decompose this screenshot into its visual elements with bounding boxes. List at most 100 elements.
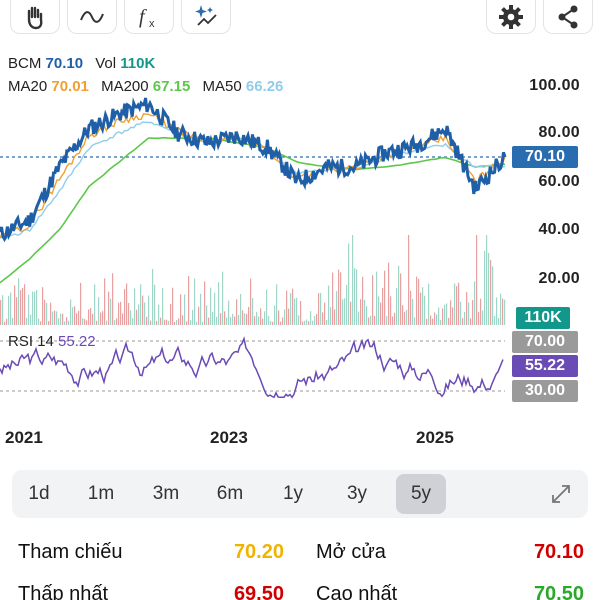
volume-bar [330,307,332,325]
volume-bar [194,278,196,325]
rsi-chart[interactable] [0,328,600,423]
vol-label: Vol [95,55,117,72]
function-icon: f x [139,6,155,30]
volume-bar [314,315,316,325]
range-5y[interactable]: 5y [396,474,446,514]
volume-bar [254,316,256,325]
indicator-button[interactable]: f x [124,0,174,34]
volume-bar [306,319,308,325]
volume-bar [76,313,78,325]
volume-bar [336,291,338,325]
volume-bar [10,292,12,325]
volume-bar [342,299,344,325]
volume-bar [348,243,350,325]
draw-line-button[interactable] [67,0,117,34]
range-3y[interactable]: 3y [346,483,368,504]
volume-bar [228,300,230,325]
year-label-2025: 2025 [416,428,454,447]
volume-bar [138,304,140,325]
volume-bar [106,320,108,325]
volume-bar [226,317,228,325]
volume-bar [142,295,144,325]
volume-bar [186,321,188,325]
volume-bar [334,309,336,325]
range-1y[interactable]: 1y [282,483,304,504]
volume-bar [374,315,376,325]
volume-bar [146,316,148,325]
volume-bar [42,287,44,325]
expand-button[interactable] [536,474,586,514]
volume-bar [12,317,14,325]
volume-bar [210,287,212,325]
volume-bar [224,311,226,325]
axis-label-40: 40.00 [538,221,580,238]
volume-bar [446,303,448,325]
ma20-label: MA20 [8,78,48,95]
volume-bar [286,290,288,325]
volume-bar [0,300,2,325]
volume-bar [402,305,404,325]
symbol-label: BCM [8,55,42,72]
settings-button[interactable] [486,0,536,34]
volume-bar [412,298,414,325]
axis-label-20: 20.00 [538,270,580,287]
volume-bar [16,297,18,325]
ma200-line [0,136,506,284]
volume-bar [264,311,266,325]
current-price-tag: 70.10 [512,146,578,168]
volume-bar [266,289,268,325]
volume-bar [96,320,98,325]
volume-bar [352,235,354,325]
volume-bar [208,317,210,325]
volume-bar [494,316,496,325]
volume-bar [440,319,442,325]
volume-bar [202,321,204,325]
volume-bar [490,260,492,325]
volume-bar [234,316,236,325]
rsi-lower-tag: 30.00 [512,380,578,402]
volume-bar [388,262,390,325]
ai-button[interactable] [181,0,231,34]
volume-bar [130,310,132,325]
range-6m[interactable]: 6m [216,483,244,504]
volume-bar [184,294,186,325]
volume-bar [380,302,382,325]
volume-bar [162,287,164,325]
volume-bar [430,315,432,325]
volume-bar [424,295,426,325]
volume-bar [448,317,450,325]
volume-bar [444,304,446,325]
volume-bar [364,299,366,325]
volume-bar [472,299,474,325]
share-button[interactable] [543,0,593,34]
hand-button[interactable] [10,0,60,34]
volume-bar [504,299,506,325]
volume-bar [212,312,214,325]
volume-bar [192,309,194,325]
volume-bar [40,321,42,325]
volume-bar [478,312,480,325]
svg-text:x: x [149,18,155,30]
volume-bar [502,298,504,325]
range-1m[interactable]: 1m [87,483,115,504]
volume-bar [310,311,312,325]
volume-bar [190,320,192,325]
volume-bar [84,318,86,325]
volume-bar [214,292,216,325]
volume-bar [82,318,84,325]
volume-bar [48,321,50,325]
range-3m[interactable]: 3m [152,483,180,504]
volume-bar [442,308,444,325]
volume-bar [366,306,368,325]
range-1d[interactable]: 1d [28,483,50,504]
volume-bar [72,307,74,325]
volume-bar [318,293,320,325]
volume-bar [70,299,72,325]
price-chart[interactable] [0,70,600,325]
volume-bar [372,275,374,325]
volume-bar [438,307,440,325]
volume-bar [258,316,260,325]
volume-bar [462,318,464,325]
volume-bar [160,317,162,325]
axis-label-100: 100.00 [529,77,580,94]
